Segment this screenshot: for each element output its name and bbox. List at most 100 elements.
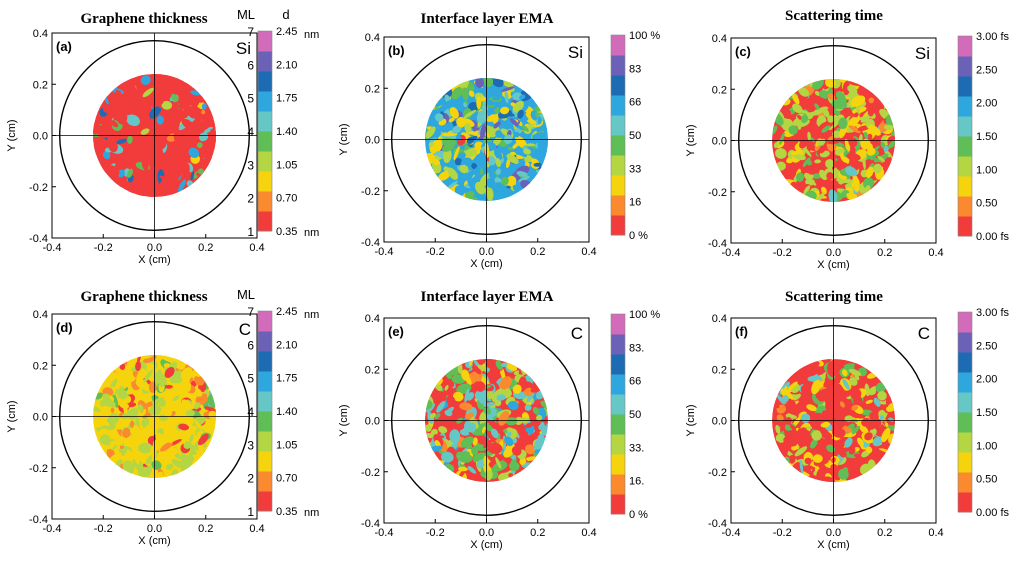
heatmap-cell — [193, 402, 201, 410]
x-tick-label: 0.2 — [198, 523, 213, 535]
heatmap-cell — [867, 133, 873, 140]
y-tick-label: -0.2 — [361, 186, 380, 198]
heatmap-cell — [118, 105, 133, 115]
heatmap-cell — [807, 174, 814, 181]
colorbar-tick-label: 2.10 — [276, 59, 297, 71]
heatmap-cell — [817, 388, 831, 402]
heatmap-cell — [175, 108, 185, 118]
heatmap-cell — [475, 381, 486, 392]
heatmap-cell — [137, 466, 151, 478]
heatmap-cell — [142, 87, 154, 98]
y-tick-label: 0.4 — [365, 32, 380, 44]
colorbar-segment — [958, 332, 972, 353]
heatmap-cell — [807, 372, 814, 377]
heatmap-cell — [790, 404, 799, 413]
colorbar: 3.00 fs 2.50 2.00 1.50 1.00 0.50 0.00 fs — [957, 31, 1010, 243]
colorbar-unit-top: nm — [304, 29, 319, 41]
x-tick-label: 0.4 — [581, 527, 596, 539]
heatmap-cell — [446, 100, 454, 104]
heatmap-cell — [495, 130, 503, 139]
substrate-label: C — [918, 324, 930, 343]
heatmap-cell — [164, 366, 175, 379]
colorbar-tick-label: 2.45 — [276, 306, 297, 318]
heatmap-cell — [189, 455, 195, 462]
heatmap-cell — [835, 413, 843, 422]
heatmap-cell — [839, 388, 845, 396]
heatmap-cell — [464, 388, 470, 403]
heatmap-cell — [124, 373, 136, 383]
heatmap-cell — [816, 467, 824, 477]
colorbar-unit-bottom: nm — [304, 227, 319, 239]
colorbar-ml-label: 3 — [247, 158, 254, 172]
heatmap-cell — [135, 361, 142, 372]
colorbar-segment — [611, 334, 625, 355]
heatmap-cell — [148, 131, 160, 142]
heatmap-cell — [800, 114, 809, 123]
heatmap-cell — [811, 379, 821, 395]
heatmap-cell — [831, 98, 848, 110]
heatmap-cell — [148, 381, 157, 393]
colorbar-ml-label: 5 — [247, 372, 254, 386]
heatmap-cell — [149, 408, 156, 415]
colorbar-tick-label: 0.00 fs — [976, 507, 1010, 519]
colorbar-ml-label: 7 — [247, 305, 254, 319]
colorbar-segment — [958, 392, 972, 413]
heatmap-cell — [486, 187, 494, 201]
panel-b: Interface layer EMA -0.4 -0.2 0.0 0.2 0.4 0.4 0… — [338, 11, 660, 270]
colorbar-tick-label: 33. — [629, 442, 644, 454]
heatmap-cell — [448, 117, 455, 123]
wafer-outline — [390, 324, 583, 517]
heatmap-cell — [438, 426, 448, 434]
heatmap-cell — [850, 388, 862, 400]
heatmap-cell — [846, 192, 856, 199]
heatmap — [425, 78, 548, 201]
colorbar-ml-label: 1 — [247, 505, 254, 519]
heatmap-cell — [848, 115, 860, 126]
heatmap-cell — [124, 439, 134, 448]
colorbar-tick-label: 83. — [629, 342, 644, 354]
heatmap-cell — [127, 135, 133, 144]
heatmap-cell — [820, 186, 827, 195]
heatmap-cell — [851, 179, 860, 188]
heatmap-cell — [449, 429, 461, 444]
heatmap-cell — [179, 163, 187, 173]
heatmap-cell — [483, 402, 496, 407]
heatmap-cell — [167, 449, 178, 457]
colorbar-segment — [611, 215, 625, 236]
colorbar-tick-label: 50 — [629, 409, 641, 421]
substrate-label: Si — [915, 44, 930, 63]
heatmap-cell — [487, 442, 503, 454]
heatmap-cell — [109, 440, 124, 446]
heatmap-cell — [873, 397, 881, 407]
heatmap-cell — [814, 128, 826, 142]
heatmap-cell — [528, 410, 535, 427]
heatmap-cell — [129, 420, 135, 429]
heatmap-cell — [868, 386, 878, 396]
heatmap-cell — [145, 455, 153, 465]
heatmap-cell — [820, 421, 831, 428]
heatmap-cell — [464, 123, 472, 133]
heatmap-cell — [832, 378, 839, 394]
colorbar-ml-label: 3 — [247, 438, 254, 452]
heatmap-cell — [482, 174, 489, 184]
heatmap-cell — [506, 153, 519, 165]
colorbar-segment — [958, 76, 972, 97]
colorbar-tick-label: 0 % — [629, 230, 648, 242]
colorbar-segment — [258, 111, 272, 132]
heatmap-cell — [816, 447, 826, 454]
heatmap-cell — [500, 106, 510, 115]
heatmap-cell — [537, 141, 544, 151]
heatmap-cell — [476, 109, 488, 124]
heatmap-cell — [130, 89, 143, 95]
heatmap-cell — [149, 149, 162, 159]
heatmap-cell — [160, 76, 169, 81]
heatmap-cell — [887, 413, 895, 425]
y-tick-label: 0.0 — [33, 131, 48, 143]
colorbar-segment — [258, 391, 272, 412]
colorbar-tick-label: 16 — [629, 197, 641, 209]
panel-f: Scattering time -0.4 -0.2 0.0 0.2 0.4 0.4 0.2 0.… — [685, 289, 1010, 551]
heatmap-cell — [822, 108, 830, 118]
colorbar-segment — [611, 354, 625, 375]
heatmap-cell — [111, 392, 119, 408]
heatmap-cell — [863, 131, 869, 140]
